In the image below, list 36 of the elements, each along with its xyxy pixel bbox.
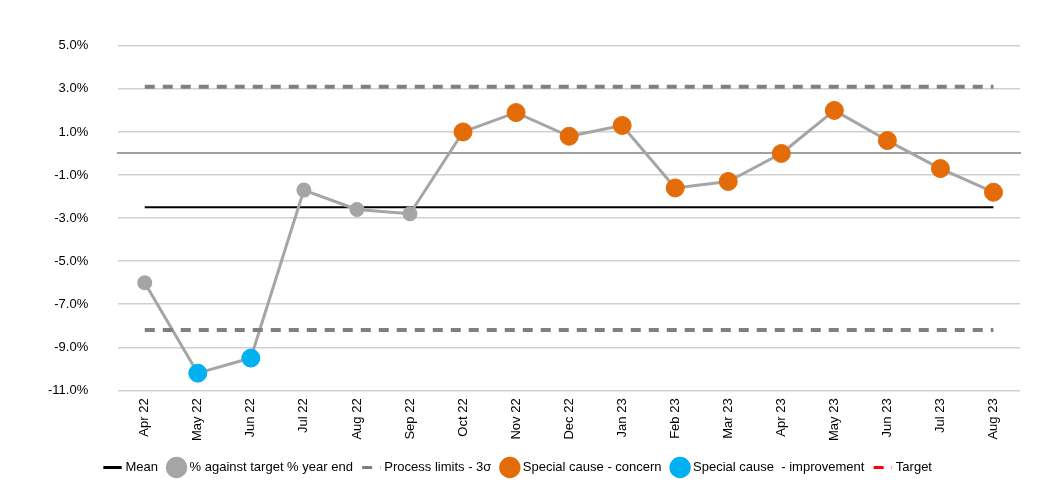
y-tick-label: -5.0% [54,252,89,268]
x-tick-label: May 23 [825,398,841,442]
y-tick-label: -7.0% [54,295,89,311]
legend-label: Special cause - concern [522,459,662,475]
y-tick-label: -11.0% [47,381,89,397]
point [296,182,312,198]
legend-label: Special cause - improvement [693,459,865,475]
x-tick-label: Jun 23 [878,398,894,438]
point [137,275,153,291]
y-tick-label: -3.0% [54,209,89,225]
legend-label: Process limits - 3σ [384,459,492,475]
x-tick-label: Jul 22 [295,398,311,434]
x-tick-label: Dec 22 [560,398,576,440]
x-tick-label: Nov 22 [507,398,523,440]
point [349,201,365,217]
y-tick-label: 3.0% [58,80,89,96]
x-tick-label: Jan 23 [613,398,629,438]
y-tick-label: 5.0% [58,37,89,53]
y-tick-label: -1.0% [54,166,89,182]
y-tick-label: 1.0% [58,123,89,139]
x-tick-label: Feb 23 [666,398,682,439]
x-tick-label: Aug 23 [985,398,1001,440]
x-tick-label: Apr 23 [772,398,788,437]
x-tick-label: Apr 22 [136,398,152,437]
x-tick-label: Jun 22 [242,398,258,438]
y-tick-label: -9.0% [54,338,89,354]
legend-label: Target [895,459,933,475]
legend-label: % against target % year end [189,459,353,475]
x-tick-label: May 22 [189,398,205,442]
x-tick-label: Oct 22 [454,398,470,437]
x-tick-label: Aug 22 [348,398,364,440]
point [402,206,418,222]
legend-label: Mean [125,459,159,475]
x-tick-label: Sep 22 [401,398,417,440]
x-tick-label: Jul 23 [932,398,948,434]
x-tick-label: Mar 23 [719,398,735,439]
